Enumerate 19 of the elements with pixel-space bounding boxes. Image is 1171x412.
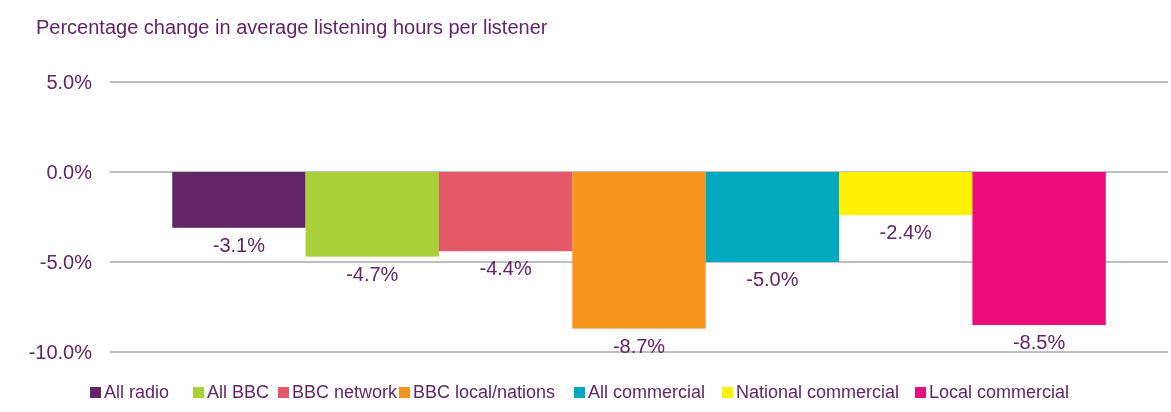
y-tick-label: -5.0% (39, 251, 93, 273)
chart-title: Percentage change in average listening hours per listener (36, 16, 548, 38)
legend-label: BBC network (292, 382, 399, 402)
data-label: -4.7% (346, 262, 399, 285)
y-tick-label: 5.0% (46, 71, 93, 93)
data-label: -3.1% (212, 233, 266, 256)
legend-label: All BBC (207, 382, 270, 402)
legend-label: BBC local/nations (413, 382, 556, 402)
legend-label: Local commercial (929, 382, 1070, 402)
y-tick-label: 0.0% (46, 161, 93, 183)
data-label: -8.5% (1012, 331, 1066, 353)
data-label: -2.4% (879, 221, 933, 244)
y-tick-label: -10.0% (28, 341, 93, 363)
data-label: -5.0% (746, 268, 799, 290)
legend-label: All radio (104, 382, 170, 402)
legend-label: All commercial (588, 382, 706, 402)
legend-label: National commercial (736, 382, 900, 402)
data-label: -8.7% (612, 334, 666, 357)
data-label: -4.4% (479, 257, 532, 280)
